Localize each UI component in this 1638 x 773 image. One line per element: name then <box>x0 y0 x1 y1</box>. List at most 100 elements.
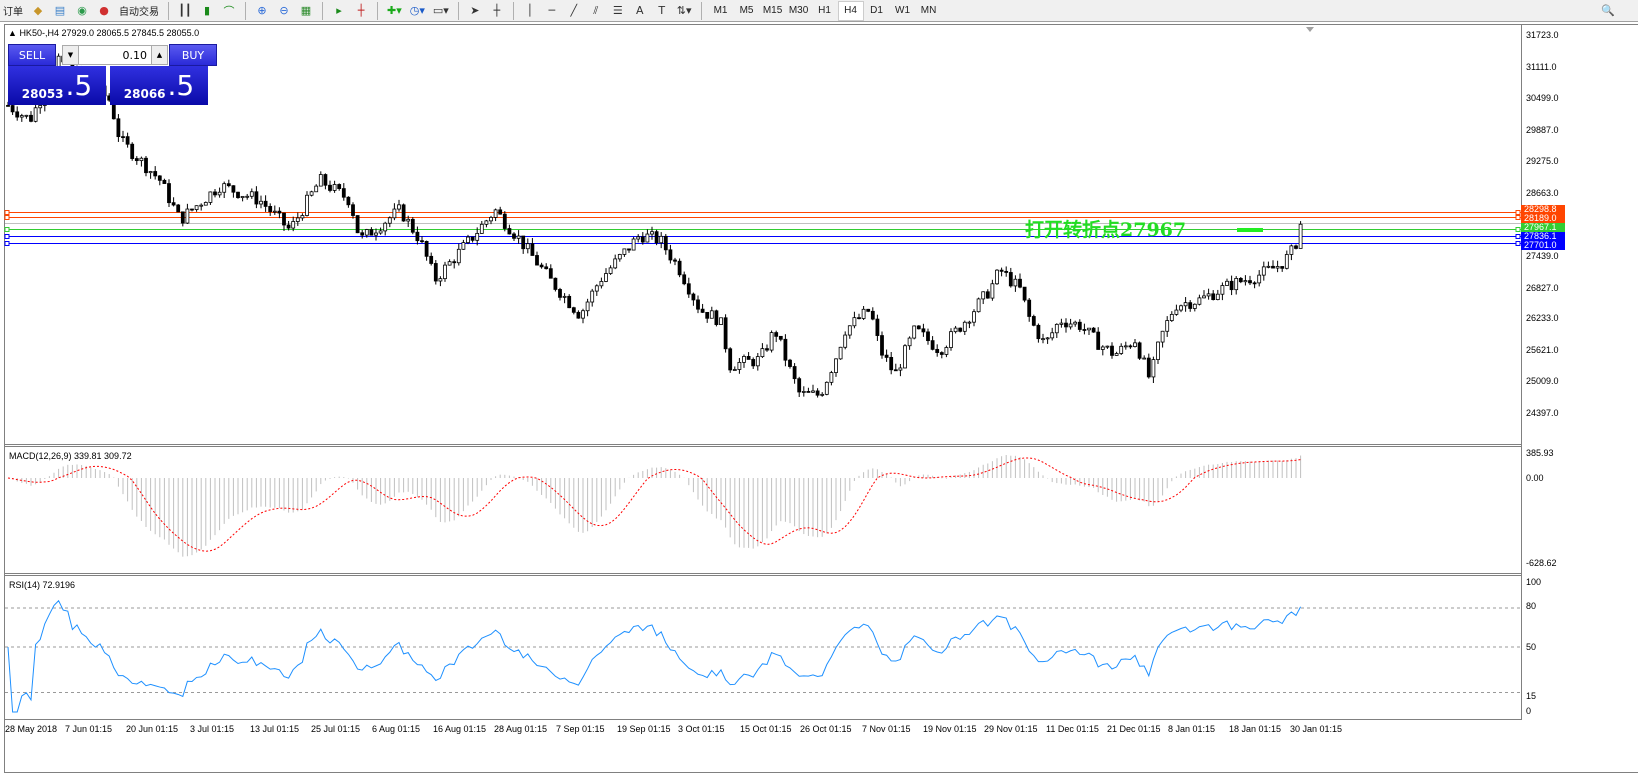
macd-label: MACD(12,26,9) 339.81 309.72 <box>9 451 132 461</box>
rsi-axis-label: 15 <box>1526 691 1537 701</box>
candle-body <box>976 298 981 313</box>
candle-body <box>972 311 976 323</box>
macd-signal-line <box>7 457 1301 552</box>
candle-body <box>783 338 788 361</box>
vertical-line-icon[interactable]: │ <box>526 4 534 17</box>
new-order-button[interactable]: 订单 <box>3 7 23 18</box>
zoom-in-icon[interactable]: ⊕ <box>257 4 267 17</box>
auto-trade-button[interactable]: 自动交易 <box>119 7 159 18</box>
rsi-axis-label: 50 <box>1526 642 1537 652</box>
auto-scroll-icon[interactable]: ▸ <box>336 4 342 17</box>
buy-price-pips: .5 <box>167 69 195 102</box>
decrease-lot-button[interactable]: ▼ <box>63 46 79 64</box>
main-pane-border <box>4 24 1522 445</box>
line-handle <box>4 234 10 239</box>
candle-body <box>751 359 756 367</box>
lot-stepper[interactable]: ▼ 0.10 ▲ <box>62 45 168 65</box>
timeframe-m30[interactable]: M30 <box>788 5 809 16</box>
market-watch-icon[interactable]: ◆ <box>33 4 43 17</box>
sell-price[interactable]: 28053.5 <box>8 66 106 105</box>
candle-body <box>383 222 388 232</box>
candle-body <box>507 228 512 235</box>
buy-price-main: 28066 <box>123 87 166 101</box>
candle-body <box>1271 265 1275 269</box>
candle-body <box>714 310 719 325</box>
timeframe-d1[interactable]: D1 <box>870 5 883 16</box>
candle-body <box>1123 345 1128 348</box>
candle-body <box>1082 329 1087 331</box>
candle-body <box>346 196 351 206</box>
timeframe-h1[interactable]: H1 <box>818 5 831 16</box>
candle-body <box>962 321 967 332</box>
search-icon[interactable]: 🔍 <box>1601 4 1615 17</box>
chart-shift-marker <box>1306 27 1314 32</box>
date-axis-label: 7 Nov 01:15 <box>862 724 911 734</box>
date-axis-label: 30 Jan 01:15 <box>1290 724 1343 734</box>
triangle-up-icon[interactable]: ▲ <box>8 28 17 38</box>
candle-body <box>305 194 309 216</box>
text-label-icon[interactable]: T <box>658 4 666 17</box>
indicators-icon[interactable]: ✚▾ <box>387 4 402 17</box>
candle-body <box>742 356 746 363</box>
candle-body <box>857 317 861 320</box>
candle-body <box>719 317 723 325</box>
lot-input[interactable]: 0.10 <box>122 48 148 62</box>
timeframe-w1[interactable]: W1 <box>895 5 911 16</box>
timeframe-m5[interactable]: M5 <box>739 5 754 16</box>
arrows-icon[interactable]: ⇅▾ <box>676 4 692 17</box>
candle-body <box>1027 299 1032 317</box>
crosshair-icon[interactable]: ┼ <box>493 4 501 17</box>
text-icon[interactable]: A <box>636 4 644 17</box>
candle-body <box>456 248 461 264</box>
candle-body <box>1036 324 1041 340</box>
chart-shift-icon[interactable]: ┼ <box>357 4 365 17</box>
equidistant-channel-icon[interactable]: ⫽ <box>593 3 599 17</box>
candle-body <box>939 352 944 355</box>
candle-body <box>755 356 760 367</box>
sell-button[interactable]: SELL <box>8 44 56 66</box>
candle-body <box>1174 309 1179 315</box>
candle-body <box>369 229 374 236</box>
bar-chart-icon[interactable]: ┃┃ <box>178 4 192 17</box>
buy-button[interactable]: BUY <box>169 44 217 66</box>
candle-body <box>995 269 999 285</box>
trendline-icon[interactable]: ╱ <box>570 4 578 17</box>
candlestick-icon[interactable]: ▮ <box>203 4 211 17</box>
candle-body <box>180 211 185 224</box>
turning-point-annotation[interactable]: 打开转折点27967 <box>1025 219 1187 241</box>
increase-lot-button[interactable]: ▲ <box>151 46 167 64</box>
timeframe-mn[interactable]: MN <box>920 5 937 16</box>
line-chart-icon[interactable]: ⌒ <box>223 4 235 18</box>
candle-body <box>1073 321 1078 325</box>
signal-icon[interactable]: ◉ <box>77 4 87 17</box>
timeframe-h4[interactable]: H4 <box>837 0 864 21</box>
candle-body <box>125 136 130 145</box>
navigator-icon[interactable]: ▤ <box>54 4 66 17</box>
candle-body <box>1059 322 1064 325</box>
candle-body <box>829 372 834 383</box>
date-axis-label: 20 Jun 01:15 <box>126 724 179 734</box>
fibonacci-icon[interactable]: ☰ <box>612 4 623 17</box>
candle-body <box>990 283 995 299</box>
candle-body <box>1188 302 1193 309</box>
macd-axis-label: 385.93 <box>1526 448 1554 458</box>
templates-icon[interactable]: ▭▾ <box>432 4 449 17</box>
candle-body <box>1280 266 1285 269</box>
candle-body <box>673 259 677 262</box>
auto-trade-icon[interactable]: ● <box>99 4 109 17</box>
zoom-out-icon[interactable]: ⊖ <box>279 4 289 17</box>
timeframe-m1[interactable]: M1 <box>713 5 728 16</box>
candle-body <box>272 210 277 213</box>
candle-body <box>282 212 286 226</box>
line-handle <box>1515 234 1521 239</box>
horizontal-line-icon[interactable]: ─ <box>548 4 556 17</box>
macd-pane-border <box>4 446 1522 574</box>
timeframe-m15[interactable]: M15 <box>762 5 783 16</box>
candle-body <box>801 391 806 393</box>
candle-body <box>594 285 599 292</box>
cursor-icon[interactable]: ➤ <box>470 4 480 17</box>
tile-windows-icon[interactable]: ▦ <box>300 4 312 17</box>
buy-price[interactable]: 28066.5 <box>110 66 208 105</box>
periods-icon[interactable]: ◷▾ <box>409 4 425 17</box>
